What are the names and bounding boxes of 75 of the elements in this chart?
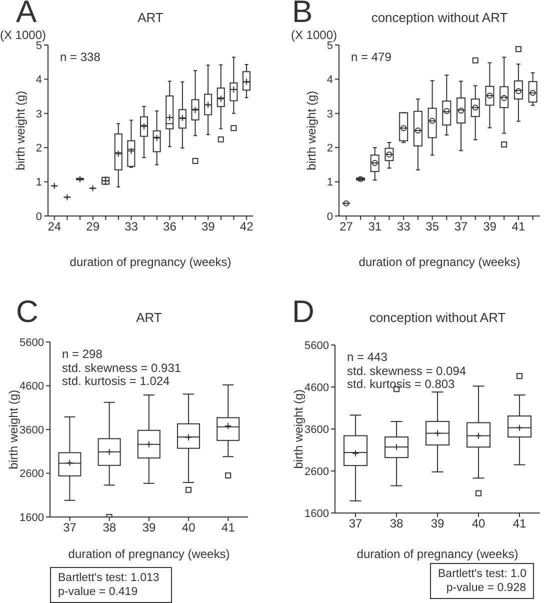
x-tick-label: 41 xyxy=(512,516,526,531)
annotation: n = 338 xyxy=(60,50,100,64)
y-axis-title: birth weight (g) xyxy=(6,390,20,470)
y-tick-label: 3 xyxy=(326,108,333,120)
text: (X 1000) xyxy=(290,28,337,42)
text: (X 1000) xyxy=(0,28,46,42)
annotation: std. kurtosis = 1.024 xyxy=(62,374,171,388)
x-axis-title: duration of pregnancy (weeks) xyxy=(68,547,230,561)
y-tick-label: 2 xyxy=(36,142,42,155)
y-tick-label: 1 xyxy=(326,176,333,189)
y-tick-label: 5 xyxy=(326,40,333,52)
y-tick-label: 3600 xyxy=(304,424,329,436)
x-tick-label: 37 xyxy=(63,520,77,535)
x-tick-label: 39 xyxy=(430,516,444,531)
annotation: n = 443 xyxy=(347,350,388,364)
y-axis-title: birth weight (g) xyxy=(304,90,318,170)
y-axis-title: birth weight (g) xyxy=(291,389,306,469)
x-tick-label: 41 xyxy=(512,220,526,234)
x-tick-label: 39 xyxy=(142,520,156,535)
x-tick-label: 27 xyxy=(340,220,354,234)
x-tick-label: 33 xyxy=(124,220,138,234)
x-tick-label: 38 xyxy=(390,516,404,531)
y-axis-title: birth weight (g) xyxy=(13,90,28,170)
y-tick-label: 1600 xyxy=(304,508,329,520)
y-tick-label: 0 xyxy=(36,210,42,223)
x-axis-title: duration of pregnancy (weeks) xyxy=(70,255,232,269)
y-tick-label: 5 xyxy=(36,40,42,52)
chart-title: ART xyxy=(136,10,164,25)
y-tick-label: 4600 xyxy=(20,380,44,393)
x-tick-label: 39 xyxy=(201,220,216,234)
chart-title: ART xyxy=(135,310,163,325)
text: Bartlett's test: 1.0 xyxy=(438,567,526,581)
x-tick-label: 29 xyxy=(86,220,100,234)
y-tick-label: 3 xyxy=(36,108,42,120)
x-tick-label: 31 xyxy=(368,220,382,234)
y-tick-label: 1 xyxy=(36,176,42,189)
y-tick-label: 2 xyxy=(326,142,333,155)
text: p-value = 0.419 xyxy=(58,585,139,599)
text: C xyxy=(16,294,38,330)
y-tick-label: 5600 xyxy=(304,340,329,352)
annotation: std. skewness = 0.094 xyxy=(347,364,466,378)
x-tick-label: 42 xyxy=(240,220,254,234)
annotation: std. skewness = 0.931 xyxy=(62,360,182,375)
annotation: n = 479 xyxy=(351,50,392,64)
text: p-value = 0.928 xyxy=(445,581,526,595)
text: B xyxy=(292,0,313,30)
y-tick-label: 2600 xyxy=(20,468,44,480)
x-axis-title: duration of pregnancy (weeks) xyxy=(358,255,520,269)
y-tick-label: 0 xyxy=(326,210,333,223)
x-tick-label: 33 xyxy=(396,220,411,234)
y-tick-label: 4600 xyxy=(304,382,329,394)
x-tick-label: 39 xyxy=(483,220,497,234)
chart-title: conception without ART xyxy=(368,310,507,325)
x-tick-label: 40 xyxy=(472,516,486,531)
y-tick-label: 5600 xyxy=(20,336,44,349)
y-tick-label: 2600 xyxy=(304,466,329,478)
y-tick-label: 4 xyxy=(36,74,42,86)
x-axis-title: duration of pregnancy (weeks) xyxy=(356,547,518,561)
x-tick-label: 24 xyxy=(48,220,62,234)
text: A xyxy=(16,0,37,30)
text: D xyxy=(292,294,314,330)
x-tick-label: 38 xyxy=(102,520,116,535)
text: Bartlett's test: 1.013 xyxy=(58,571,160,585)
x-tick-label: 35 xyxy=(426,220,440,234)
x-tick-label: 37 xyxy=(454,220,468,234)
annotation: n = 298 xyxy=(62,347,104,362)
x-tick-label: 37 xyxy=(348,516,362,531)
y-tick-label: 4 xyxy=(326,74,333,86)
x-tick-label: 41 xyxy=(222,520,236,535)
chart-title: conception without ART xyxy=(370,10,509,25)
y-tick-label: 1600 xyxy=(20,512,44,524)
y-tick-label: 3600 xyxy=(20,424,44,436)
annotation: std. kurtosis = 0.803 xyxy=(347,377,456,392)
x-tick-label: 40 xyxy=(182,520,196,535)
x-tick-label: 36 xyxy=(163,220,177,234)
